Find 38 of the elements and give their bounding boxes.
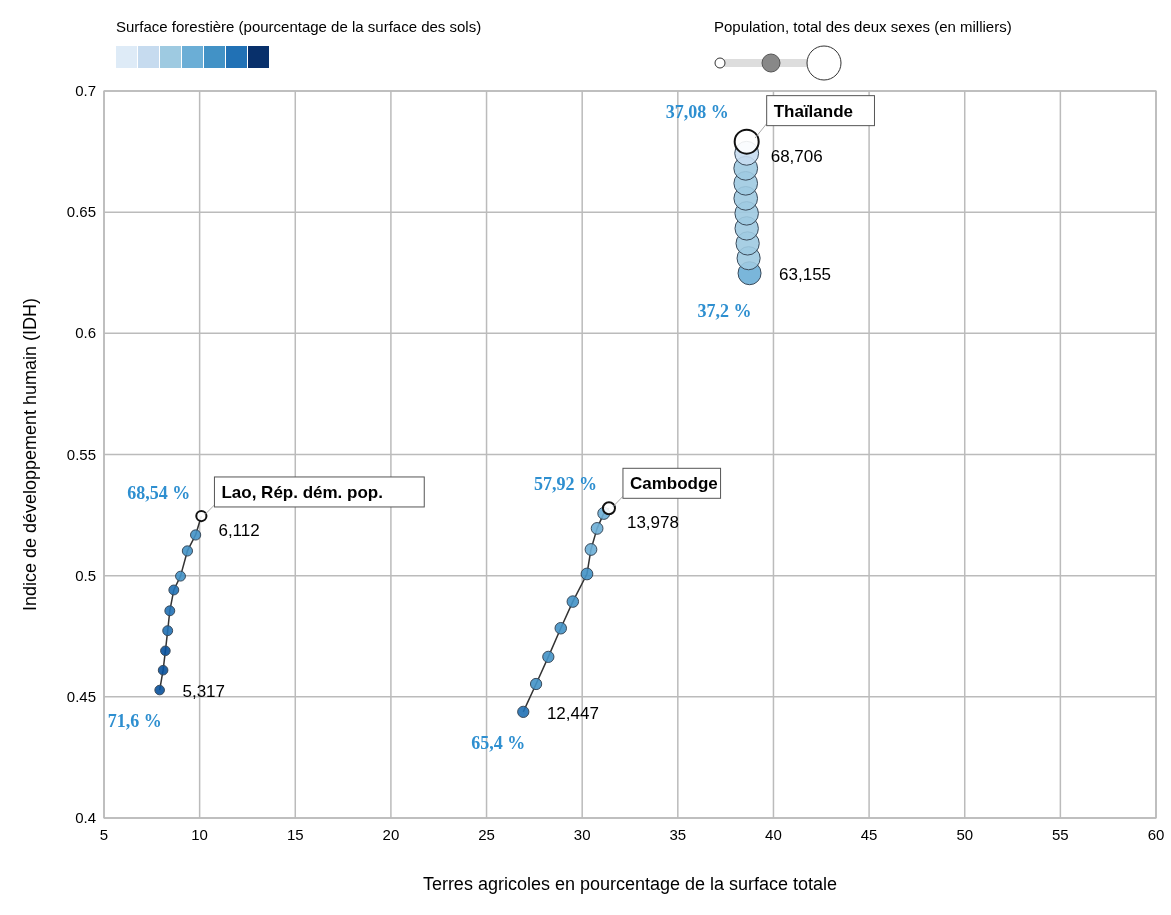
legend-title: Population, total des deux sexes (en milliers) <box>714 18 1012 35</box>
annotation: 37,2 % <box>697 300 752 321</box>
annotation: 68,54 % <box>127 482 191 503</box>
y-tick-label: 0.45 <box>66 687 96 705</box>
series-label: Thaïlande <box>773 101 854 121</box>
annotation: 65,4 % <box>471 733 526 754</box>
x-tick-label: 25 <box>478 826 495 843</box>
x-axis-title: Terres agricoles en pourcentage de la surface totale <box>422 874 838 894</box>
y-axis-title: Indice de développement humain (IDH) <box>20 297 40 612</box>
x-tick-label: 5 <box>99 826 109 843</box>
x-tick-label: 60 <box>1147 826 1165 843</box>
annotation: 57,92 % <box>533 474 597 495</box>
annotation: 13,978 <box>626 513 679 533</box>
y-tick-label: 0.55 <box>66 445 96 463</box>
y-tick-label: 0.5 <box>75 566 96 584</box>
annotation: 5,317 <box>182 682 226 702</box>
color-bar-title: Surface forestière (pourcentage de la surface des sols) <box>116 18 482 35</box>
x-tick-label: 40 <box>765 826 782 843</box>
x-tick-label: 20 <box>382 826 400 843</box>
series-label: Lao, Rép. dém. pop. <box>221 482 383 502</box>
y-tick-label: 0.7 <box>75 82 96 99</box>
annotation: 6,112 <box>218 521 260 541</box>
series-label: Cambodge <box>629 474 718 494</box>
x-tick-label: 30 <box>573 826 591 843</box>
x-tick-label: 35 <box>669 826 687 843</box>
x-tick-label: 50 <box>956 826 974 843</box>
x-tick-label: 55 <box>1052 826 1069 843</box>
annotation: 63,155 <box>779 265 832 285</box>
x-tick-label: 15 <box>286 826 304 843</box>
annotation: 68,706 <box>770 146 823 166</box>
annotation: 71,6 % <box>107 710 162 731</box>
x-tick-label: 10 <box>191 826 208 843</box>
annotation: 12,447 <box>546 703 599 723</box>
x-tick-label: 45 <box>860 826 878 843</box>
y-tick-label: 0.4 <box>75 809 96 826</box>
y-tick-label: 0.6 <box>75 324 96 342</box>
y-tick-label: 0.65 <box>66 203 96 221</box>
annotation: 37,08 % <box>665 101 729 122</box>
